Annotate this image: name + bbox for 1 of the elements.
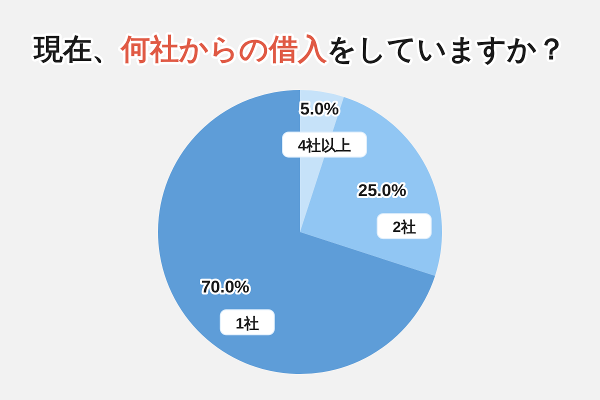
- title: 現在、何社からの借入をしていますか？: [34, 34, 566, 66]
